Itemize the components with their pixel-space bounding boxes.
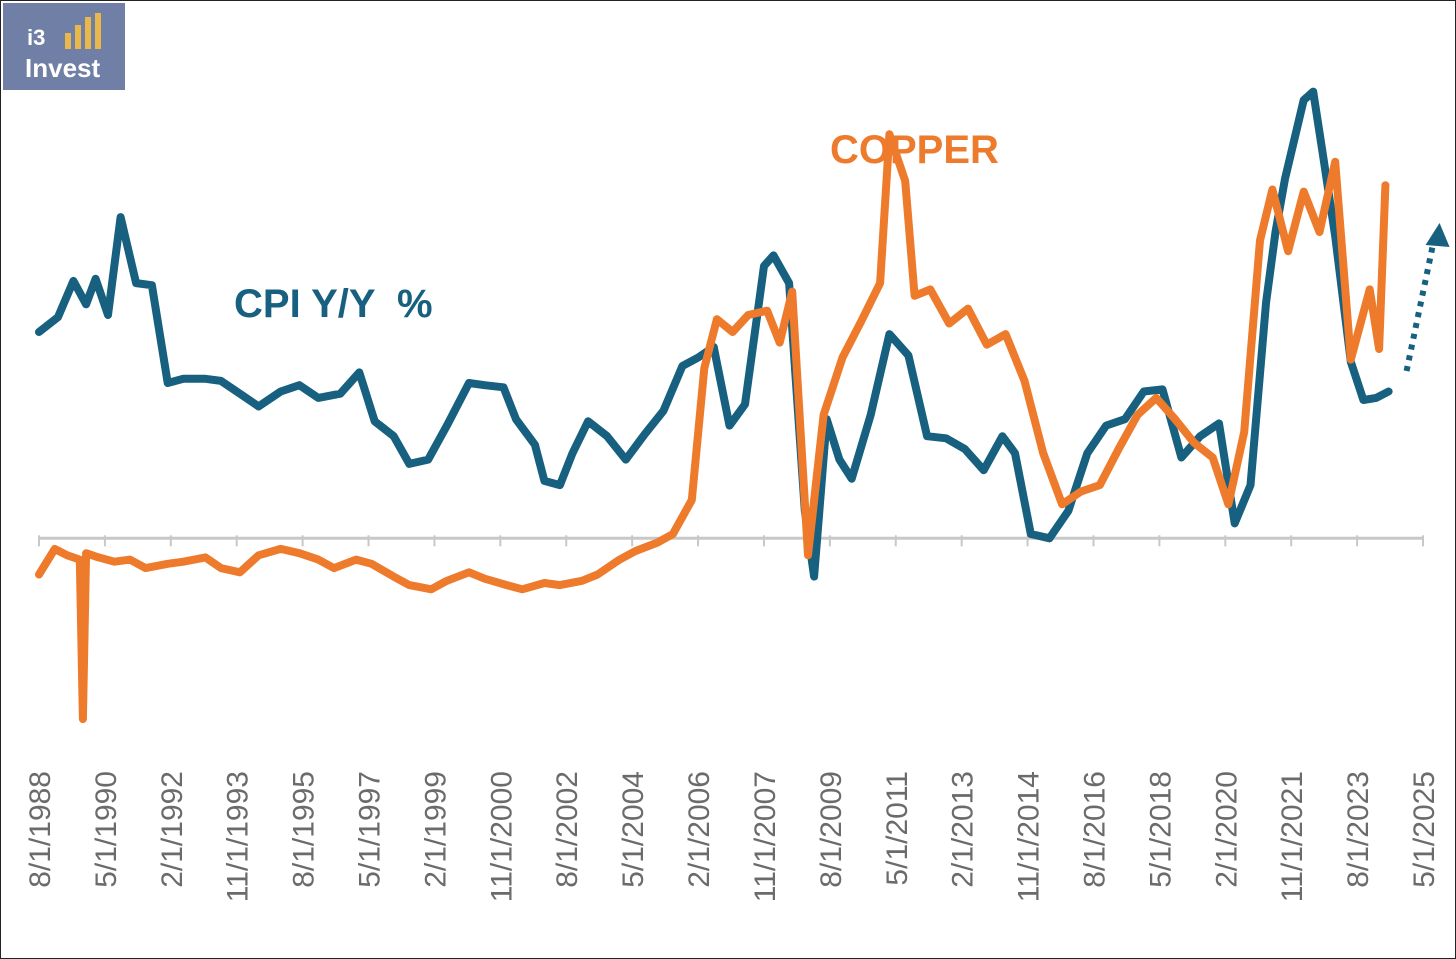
x-tick-label: 8/1/2016 — [1078, 771, 1111, 888]
x-tick-label: 11/1/1993 — [222, 771, 255, 902]
x-tick-label: 8/1/2009 — [815, 771, 848, 888]
x-tick-label: 2/1/2020 — [1210, 771, 1243, 888]
x-tick-label: 11/1/2000 — [485, 771, 518, 902]
series-line-copper — [35, 130, 1390, 724]
x-tick-label: 5/1/2018 — [1144, 771, 1177, 888]
trend-arrow-head-icon — [1425, 223, 1450, 247]
x-tick-label: 11/1/2014 — [1013, 771, 1046, 902]
x-tick-label: 5/1/2025 — [1408, 771, 1441, 888]
x-tick-label: 2/1/2006 — [683, 771, 716, 888]
x-tick-label: 8/1/2002 — [551, 771, 584, 888]
x-tick-label: 2/1/1992 — [156, 771, 189, 888]
logo-text-invest: Invest — [25, 53, 101, 83]
x-tick-label: 8/1/1988 — [24, 771, 57, 888]
x-tick-label: 8/1/1995 — [288, 771, 321, 888]
bar-chart-icon — [65, 13, 101, 49]
x-tick-label: 5/1/2011 — [881, 771, 914, 886]
series-line-cpi — [35, 87, 1393, 581]
trend-arrow-shaft — [1403, 236, 1438, 372]
i3-invest-logo: i3 Invest — [3, 3, 125, 90]
x-tick-label: 11/1/2007 — [749, 771, 782, 902]
series-label-cpi: CPI Y/Y % — [234, 282, 433, 326]
x-tick-label: 5/1/2004 — [617, 771, 650, 888]
x-tick-label: 2/1/1999 — [419, 771, 452, 888]
x-tick-label: 8/1/2023 — [1342, 771, 1375, 888]
series-label-copper: COPPER — [830, 128, 999, 172]
x-tick-label: 5/1/1997 — [354, 771, 387, 888]
logo-text-i3: i3 — [27, 25, 46, 50]
x-tick-label: 2/1/2013 — [947, 771, 980, 888]
x-tick-label: 5/1/1990 — [90, 771, 123, 888]
x-tick-label: 11/1/2021 — [1276, 771, 1309, 902]
